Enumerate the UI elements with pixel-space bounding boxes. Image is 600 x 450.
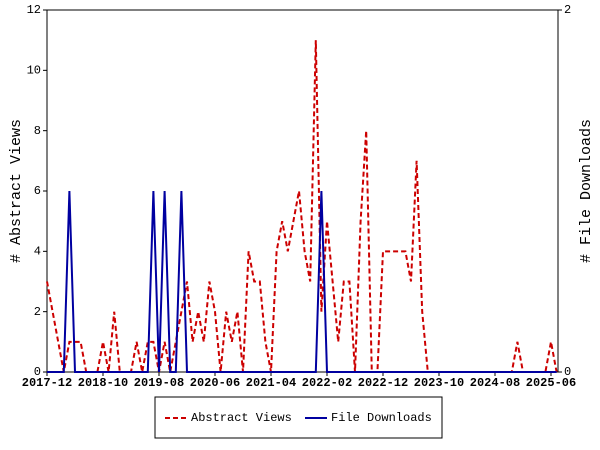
line-series [46,40,558,373]
y-tick-label: 8 [34,124,41,138]
y-tick-label: 12 [27,3,41,17]
x-tick-label: 2022-02 [302,376,352,390]
legend-label: File Downloads [331,411,432,425]
legend-box [154,396,443,439]
plot-frame [46,9,559,373]
line-series [47,190,557,373]
y-tick-label: 6 [34,184,41,198]
y-tick-label: 0 [34,365,41,379]
legend-label: Abstract Views [191,411,292,425]
x-tick-label: 2022-12 [358,376,408,390]
x-tick-label: 2023-10 [414,376,464,390]
x-tick-label: 2017-12 [22,376,72,390]
x-tick-label: 2020-06 [190,376,240,390]
x-tick-label: 2024-08 [470,376,520,390]
y-tick-label: 10 [27,64,41,78]
x-tick-label: 2018-10 [78,376,128,390]
y-tick-label: 2 [34,305,41,319]
x-tick-label: 2025-06 [526,376,576,390]
y-tick-label: 4 [34,245,41,259]
y-axis-label: # Abstract Views [8,119,25,263]
y2-tick-label: 0 [564,365,571,379]
y2-axis-label: # File Downloads [578,119,595,263]
x-tick-label: 2019-08 [134,376,184,390]
y2-tick-label: 2 [564,3,571,17]
x-tick-label: 2021-04 [246,376,296,390]
